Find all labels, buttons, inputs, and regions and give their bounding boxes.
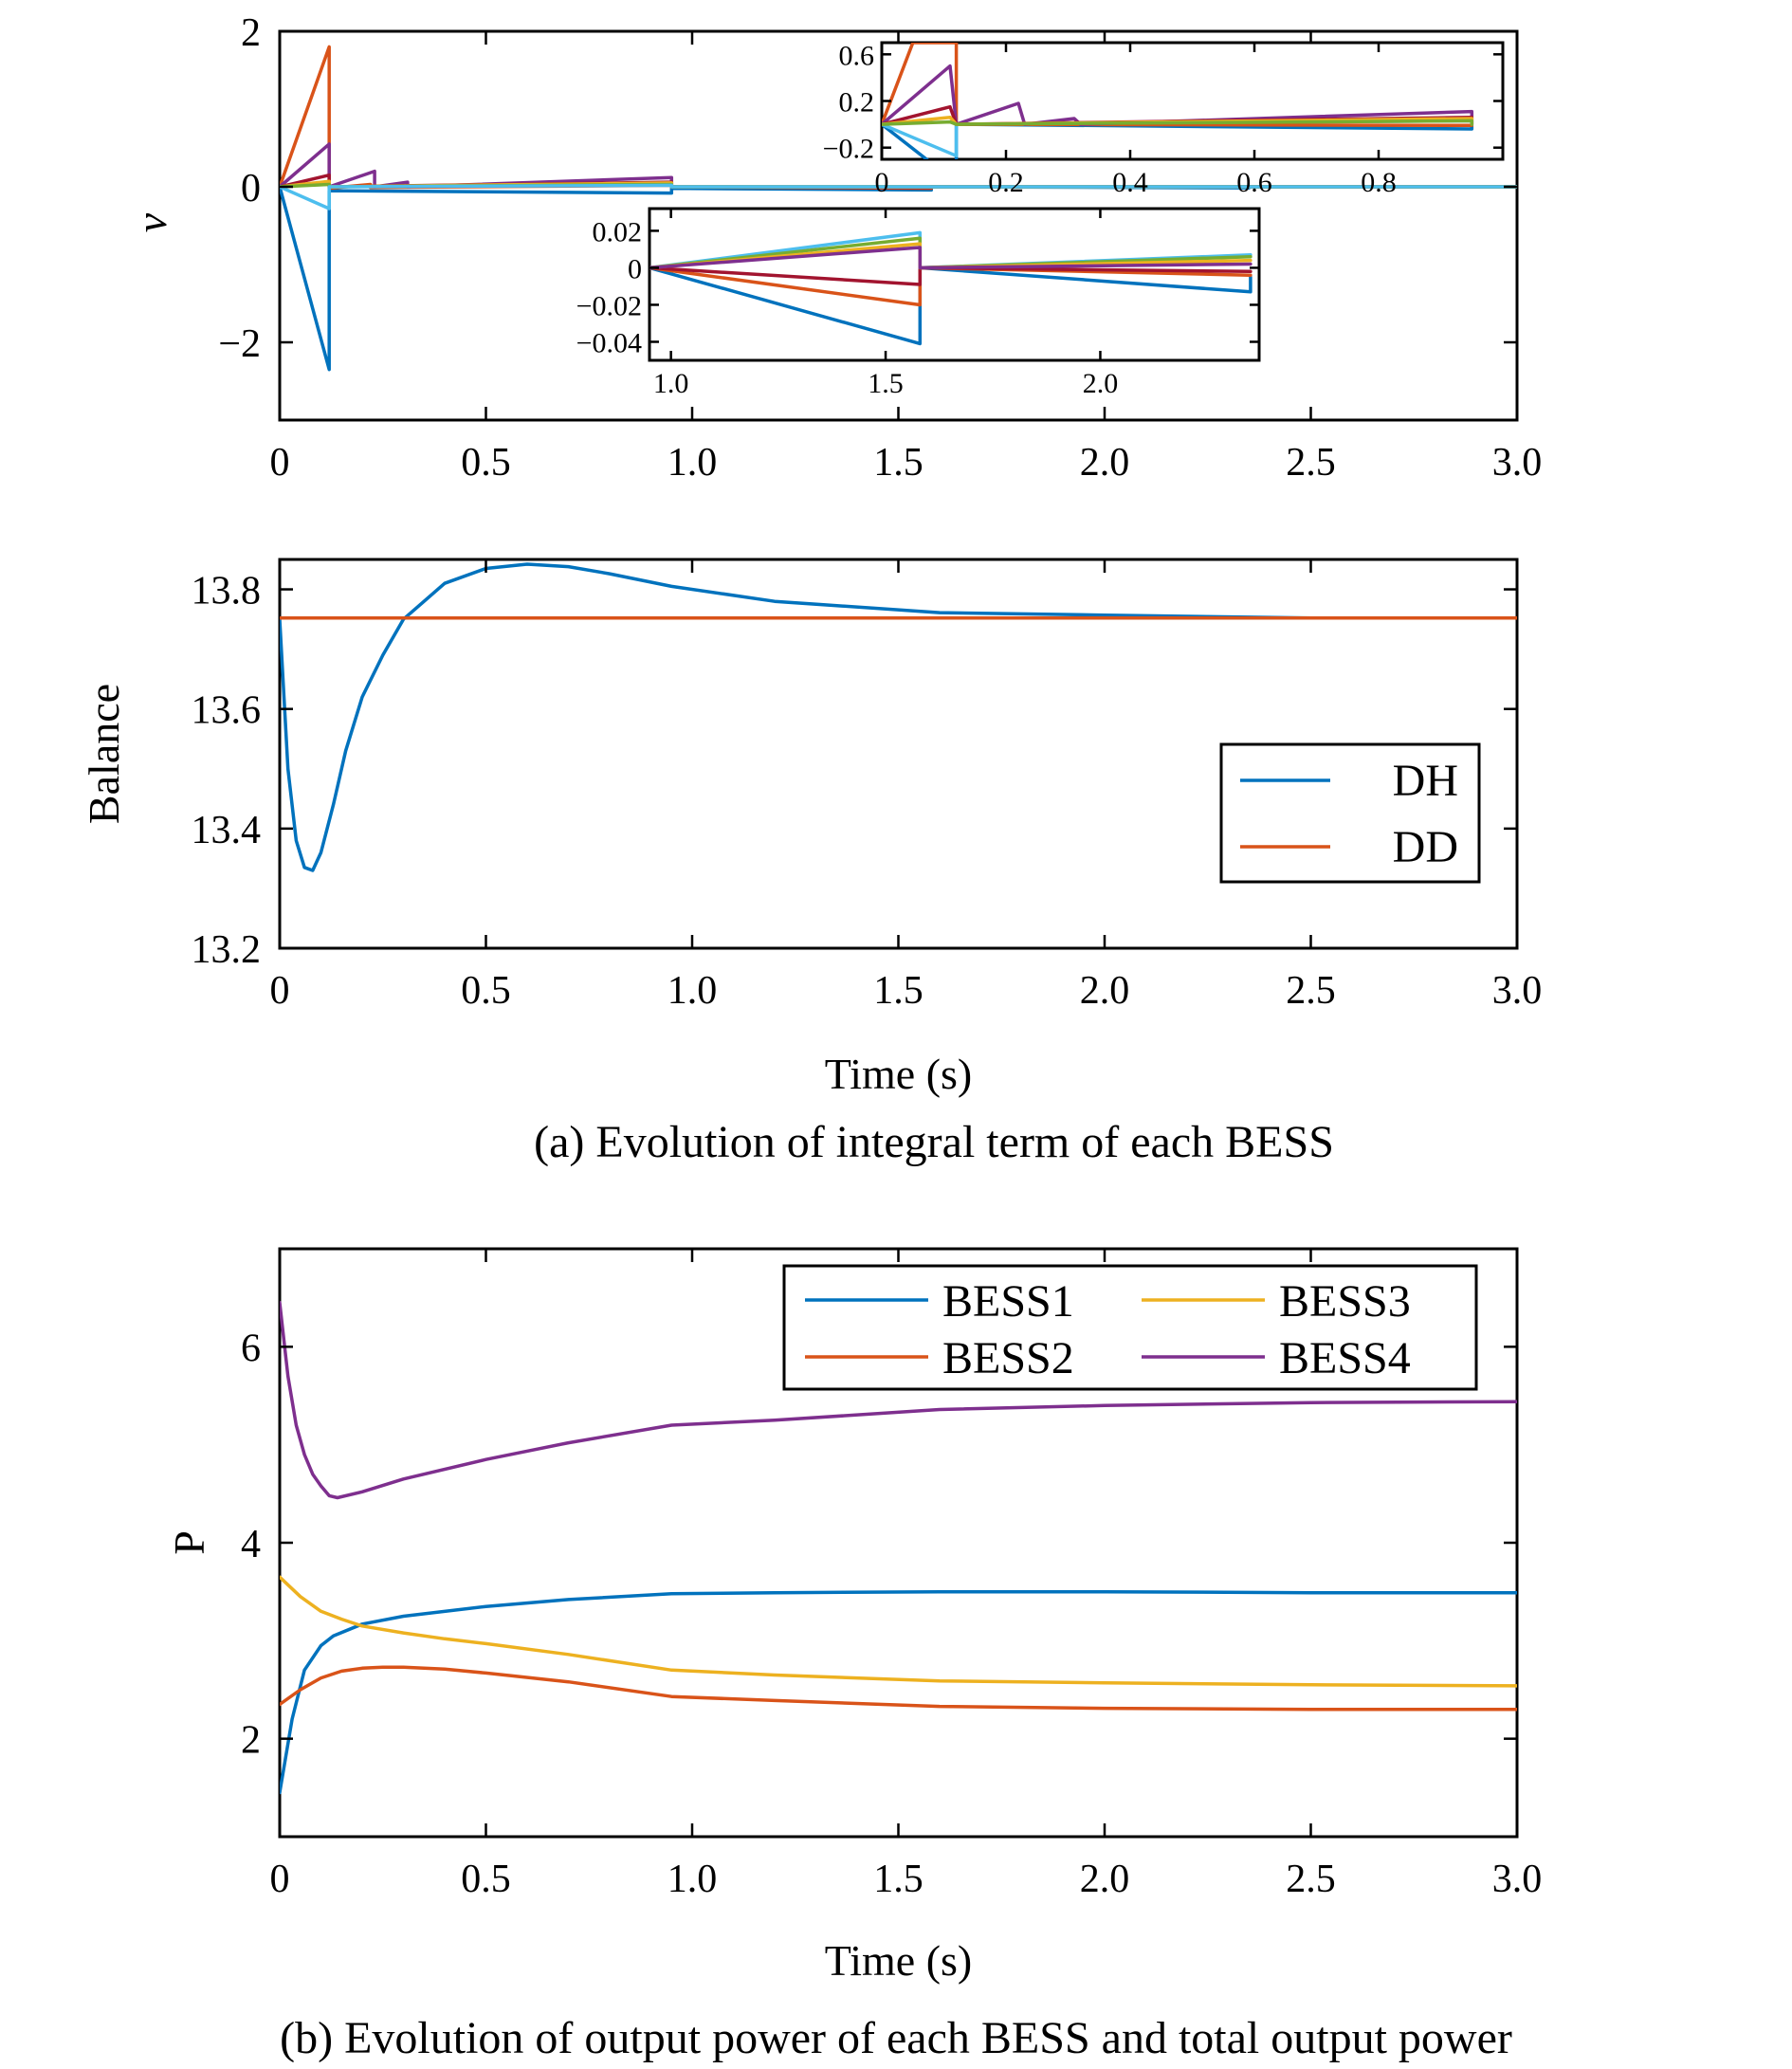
v-inset-2-ytick-label: 0.02 — [593, 216, 643, 247]
balance-series-dh-line — [280, 562, 1517, 872]
legend-label-dd: DD — [1393, 822, 1458, 872]
power-legend: BESS1 BESS2 BESS3 BESS4 — [782, 1264, 1478, 1391]
balance-ytick-label: 13.6 — [192, 689, 262, 733]
balance-ytick-label: 13.2 — [192, 928, 262, 972]
legend-label-bess2: BESS2 — [942, 1333, 1074, 1383]
balance-legend-box — [1219, 742, 1481, 884]
balance-series-group — [280, 562, 1517, 872]
balance-ytick-label: 13.8 — [192, 570, 262, 613]
v-ytick-label: 0 — [241, 167, 261, 211]
power-xtick-label: 0.5 — [461, 1858, 511, 1901]
balance-xtick-label: 1.0 — [667, 969, 718, 1013]
balance-xtick-label: 3.0 — [1492, 969, 1543, 1013]
v-xtick-label: 3.0 — [1492, 441, 1543, 485]
v-inset-2-ytick-label: −0.02 — [576, 290, 642, 321]
v-xtick-label: 1.5 — [873, 441, 923, 485]
v-inset-1-xtick-label: 0.2 — [988, 167, 1024, 198]
caption-b: (b) Evolution of output power of each BE… — [280, 2013, 1512, 2063]
balance-xtick-label: 2.0 — [1080, 969, 1130, 1013]
balance-ytick-label: 13.4 — [192, 809, 262, 852]
power-series-bess4-line — [280, 1301, 1517, 1500]
chart-v: 0 0.5 1.0 1.5 2.0 2.5 3.0 −2 0 2 v 0 0.2 0.4 0.6 0.8 −0.… — [127, 11, 1542, 485]
v-inset-2-series-group — [649, 230, 1253, 346]
v-xtick-label: 1.0 — [667, 441, 718, 485]
v-xtick-label: 0 — [270, 441, 290, 485]
power-xtick-label: 3.0 — [1492, 1858, 1543, 1901]
legend-label-dh: DH — [1393, 756, 1458, 806]
caption-a: (a) Evolution of integral term of each B… — [534, 1117, 1334, 1167]
v-inset-1-ytick-label: −0.2 — [823, 134, 874, 165]
v-inset-2-xtick-label: 1.5 — [868, 368, 904, 399]
v-inset-1-xtick-label: 0.4 — [1112, 167, 1148, 198]
v-inset-1-series-7-line — [882, 119, 1474, 126]
v-series-7-line — [280, 183, 1517, 211]
power-xtick-label: 1.0 — [667, 1858, 718, 1901]
power-series-bess3-line — [280, 1575, 1517, 1688]
v-ylabel: v — [127, 212, 175, 232]
v-inset-2: 1.0 1.5 2.0 −0.04 −0.02 0 0.02 — [576, 207, 1261, 399]
power-xtick-label: 2.5 — [1286, 1858, 1336, 1901]
v-inset-1-xtick-label: 0.8 — [1361, 167, 1397, 198]
v-ytick-label: 2 — [241, 11, 261, 55]
power-xtick-label: 0 — [270, 1858, 290, 1901]
balance-xtick-label: 0 — [270, 969, 290, 1013]
power-xtick-label: 2.0 — [1080, 1858, 1130, 1901]
v-inset-2-series-2-line — [649, 265, 1253, 307]
v-ytick-label: −2 — [218, 322, 261, 366]
power-legend-box — [782, 1264, 1478, 1391]
v-inset-2-series-7-line — [649, 246, 1253, 270]
v-inset-2-ytick-label: −0.04 — [576, 327, 642, 358]
v-inset-2-ytick-label: 0 — [628, 253, 642, 284]
power-ytick-label: 2 — [241, 1719, 261, 1763]
v-xtick-label: 0.5 — [461, 441, 511, 485]
v-inset-1-ytick-label: 0.6 — [839, 40, 875, 71]
v-xtick-label: 2.0 — [1080, 441, 1130, 485]
balance-ylabel: Balance — [80, 684, 128, 824]
v-inset-1-ytick-label: 0.2 — [839, 87, 875, 119]
v-series-group — [280, 45, 1517, 372]
power-ytick-label: 4 — [241, 1523, 261, 1566]
balance-xlabel: Time (s) — [825, 1050, 973, 1098]
legend-label-bess1: BESS1 — [942, 1276, 1074, 1327]
legend-label-bess3: BESS3 — [1279, 1276, 1411, 1327]
power-series-bess1-line — [280, 1589, 1517, 1795]
balance-xtick-label: 2.5 — [1286, 969, 1336, 1013]
v-inset-2-xtick-label: 1.0 — [653, 368, 689, 399]
power-series-group — [280, 1301, 1517, 1795]
legend-label-bess4: BESS4 — [1279, 1333, 1411, 1383]
v-inset-2-series-3-line — [649, 265, 1253, 286]
balance-xtick-label: 1.5 — [873, 969, 923, 1013]
chart-balance: 0 0.5 1.0 1.5 2.0 2.5 3.0 13.2 13.4 13.6 13.8 Balan… — [80, 558, 1543, 1098]
v-xtick-label: 2.5 — [1286, 441, 1336, 485]
v-inset-1-xtick-label: 0.6 — [1236, 167, 1272, 198]
power-ylabel: P — [165, 1530, 213, 1555]
power-ytick-label: 6 — [241, 1327, 261, 1370]
power-series-bess2-line — [280, 1665, 1517, 1712]
power-xlabel: Time (s) — [825, 1936, 973, 1985]
v-inset-1: 0 0.2 0.4 0.6 0.8 −0.2 0.2 0.6 — [823, 40, 1505, 198]
v-inset-1-series-group — [882, 43, 1474, 159]
v-inset-1-xtick-label: 0 — [875, 167, 889, 198]
power-xtick-label: 1.5 — [873, 1858, 923, 1901]
v-inset-1-plot-area — [880, 41, 1505, 161]
balance-legend: DH DD — [1219, 742, 1481, 884]
v-inset-2-xtick-label: 2.0 — [1083, 368, 1119, 399]
balance-xtick-label: 0.5 — [461, 969, 511, 1013]
